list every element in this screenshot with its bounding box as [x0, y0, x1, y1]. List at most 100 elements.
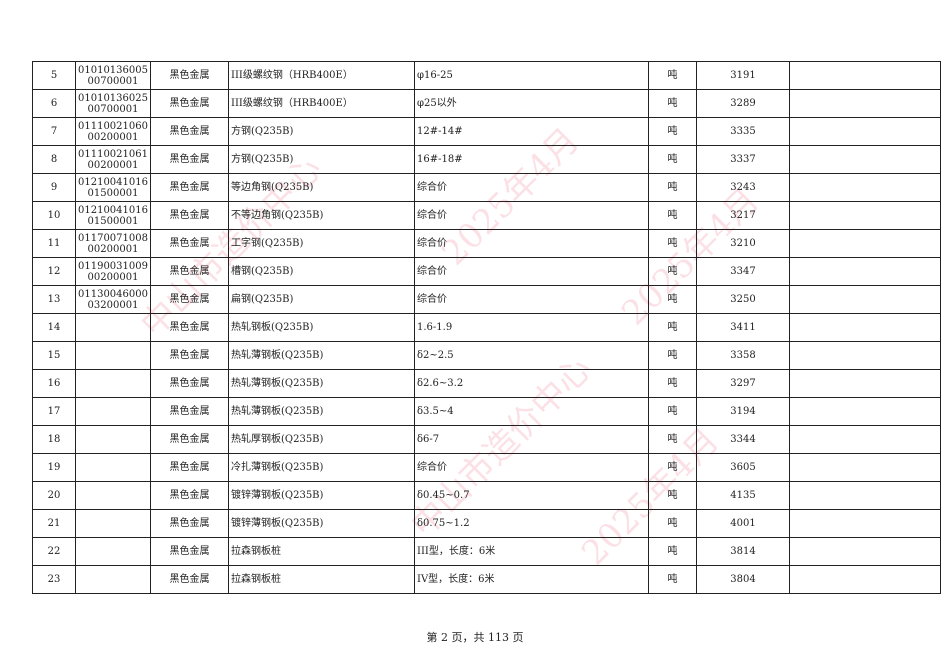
table-row: 19 黑色金属 冷扎薄钢板(Q235B) 综合价吨 3605: [32, 453, 941, 482]
note: [789, 229, 941, 258]
row-number: 16: [32, 369, 76, 398]
specification: δ3.5~4: [414, 397, 649, 426]
material-name: 方钢(Q235B): [228, 145, 415, 174]
unit: 吨: [648, 425, 697, 454]
price: 3217: [696, 201, 790, 230]
material-name: III级螺纹钢（HRB400E）: [228, 89, 415, 118]
table-row: 17 黑色金属 热轧薄钢板(Q235B) δ3.5~4 吨 3194: [32, 397, 941, 426]
unit: 吨: [648, 173, 697, 202]
material-name: 热轧钢板(Q235B): [228, 313, 415, 342]
note: [789, 453, 941, 482]
item-code: [75, 481, 151, 510]
material-name: III级螺纹钢（HRB400E）: [228, 61, 415, 90]
price: 3210: [696, 229, 790, 258]
category: 黑色金属: [150, 425, 229, 454]
price: 4135: [696, 481, 790, 510]
unit: 吨: [648, 397, 697, 426]
material-name: 扁钢(Q235B): [228, 285, 415, 314]
row-number: 23: [32, 565, 76, 594]
item-code: 01210041016 01500001: [75, 201, 151, 230]
note: [789, 481, 941, 510]
table-row: 16 黑色金属 热轧薄钢板(Q235B) δ2.6~3.2 吨 3297: [32, 369, 941, 398]
row-number: 18: [32, 425, 76, 454]
price: 3411: [696, 313, 790, 342]
material-name: 不等边角钢(Q235B): [228, 201, 415, 230]
table-row: 9 01210041016 01500001 黑色金属 等边角钢(Q235B) 综合价吨 3…: [32, 173, 941, 202]
category: 黑色金属: [150, 257, 229, 286]
unit: 吨: [648, 285, 697, 314]
item-code: [75, 397, 151, 426]
table-row: 6 01010136025 00700001 黑色金属 III级螺纹钢（HRB400E）…: [32, 89, 941, 118]
row-number: 22: [32, 537, 76, 566]
material-name: 工字钢(Q235B): [228, 229, 415, 258]
note: [789, 313, 941, 342]
unit: 吨: [648, 453, 697, 482]
category: 黑色金属: [150, 509, 229, 538]
item-code-line2: 00200001: [87, 271, 139, 283]
row-number: 15: [32, 341, 76, 370]
page-number: 第 2 页，共 113 页: [426, 631, 524, 644]
item-code: [75, 341, 151, 370]
table-row: 11 01170071008 00200001 黑色金属 工字钢(Q235B) 综合价吨 3…: [32, 229, 941, 258]
item-code: 01110021060 00200001: [75, 117, 151, 146]
row-number: 7: [32, 117, 76, 146]
category: 黑色金属: [150, 481, 229, 510]
category: 黑色金属: [150, 341, 229, 370]
category: 黑色金属: [150, 89, 229, 118]
price: 3344: [696, 425, 790, 454]
table-row: 15 黑色金属 热轧薄钢板(Q235B) δ2~2.5 吨 3358: [32, 341, 941, 370]
item-code-line2: 00200001: [87, 243, 139, 255]
row-number: 14: [32, 313, 76, 342]
category: 黑色金属: [150, 565, 229, 594]
table-row: 14 黑色金属 热轧钢板(Q235B) 1.6-1.9 吨 3411: [32, 313, 941, 342]
price: 3358: [696, 341, 790, 370]
item-code-line1: 01190031009: [78, 260, 148, 272]
item-code: [75, 537, 151, 566]
item-code: 01110021061 00200001: [75, 145, 151, 174]
price: 3250: [696, 285, 790, 314]
table-row: 23 黑色金属 拉森钢板桩 IV型，长度：6米吨 3804: [32, 565, 941, 594]
item-code: [75, 369, 151, 398]
specification: 1.6-1.9: [414, 313, 649, 342]
item-code-line2: 00200001: [87, 131, 139, 143]
unit: 吨: [648, 61, 697, 90]
unit: 吨: [648, 481, 697, 510]
item-code: [75, 425, 151, 454]
price: 3605: [696, 453, 790, 482]
note: [789, 89, 941, 118]
row-number: 8: [32, 145, 76, 174]
note: [789, 397, 941, 426]
category: 黑色金属: [150, 229, 229, 258]
item-code-line2: 03200001: [87, 299, 139, 311]
unit: 吨: [648, 89, 697, 118]
category: 黑色金属: [150, 285, 229, 314]
specification: δ6-7: [414, 425, 649, 454]
item-code-line1: 01110021061: [78, 148, 148, 160]
specification: 综合价: [414, 229, 649, 258]
item-code-line1: 01010136025: [78, 92, 148, 104]
table-row: 22 黑色金属 拉森钢板桩 III型，长度：6米吨 3814: [32, 537, 941, 566]
specification: δ2~2.5: [414, 341, 649, 370]
table-row: 20 黑色金属 镀锌薄钢板(Q235B) δ0.45~0.7 吨 4135: [32, 481, 941, 510]
specification: III型，长度：6米: [414, 537, 649, 566]
table-row: 12 01190031009 00200001 黑色金属 槽钢(Q235B) 综合价吨 33…: [32, 257, 941, 286]
price: 3337: [696, 145, 790, 174]
row-number: 5: [32, 61, 76, 90]
unit: 吨: [648, 229, 697, 258]
unit: 吨: [648, 313, 697, 342]
category: 黑色金属: [150, 173, 229, 202]
price: 3194: [696, 397, 790, 426]
row-number: 21: [32, 509, 76, 538]
note: [789, 61, 941, 90]
unit: 吨: [648, 565, 697, 594]
item-code-line2: 01500001: [87, 215, 139, 227]
item-code: 01170071008 00200001: [75, 229, 151, 258]
item-code-line2: 00700001: [87, 75, 139, 87]
note: [789, 257, 941, 286]
row-number: 13: [32, 285, 76, 314]
category: 黑色金属: [150, 313, 229, 342]
note: [789, 369, 941, 398]
note: [789, 117, 941, 146]
item-code: 01210041016 01500001: [75, 173, 151, 202]
unit: 吨: [648, 257, 697, 286]
